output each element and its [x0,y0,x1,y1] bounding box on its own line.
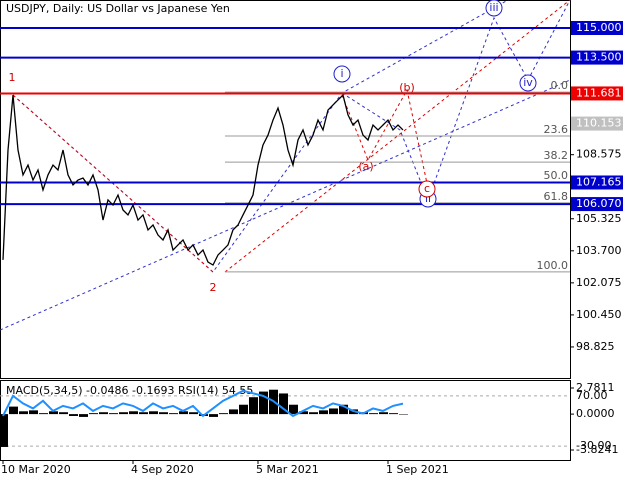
macd-bar [49,411,58,415]
fib-label: 23.6 [544,123,569,136]
macd-tick-label: -3.8241 [576,443,618,456]
channel-red [224,0,571,273]
level-label: 115.000 [576,21,622,34]
macd-bar [299,411,308,415]
macd-bar [119,412,128,415]
macd-bar [229,409,238,415]
rsi-tick-label: -30.00 [576,439,611,452]
wave-label: (b) [399,81,415,94]
macd-bar [29,410,38,415]
macd-bar [339,404,348,415]
wave-label: ii [425,192,431,205]
wave-label: iii [489,1,498,14]
y-tick-label: 98.825 [576,340,615,353]
macd-bar [9,406,18,415]
level-box [571,50,623,65]
level-box [571,86,623,101]
current-price-label: 110.153 [576,117,622,130]
level-label: 107.165 [576,175,622,188]
macd-bar [69,414,78,416]
macd-tick-label: 2.7811 [576,381,615,394]
price-line [2,93,404,266]
macd-bar [259,391,268,415]
forecast-red [341,88,429,189]
fib-label: 100.0 [537,259,569,272]
x-tick-label: 5 Mar 2021 [256,463,319,476]
level-label: 106.070 [576,197,622,210]
current-price-box [571,116,623,131]
wave-label: (a) [358,160,373,173]
y-tick-label: 103.700 [576,244,622,257]
macd-bar [289,404,298,415]
macd-bar [379,412,388,415]
macd-bar [0,414,8,447]
indicator-label: MACD(5,34,5) -0.0486 -0.1693 RSI(14) 54.… [6,384,253,397]
macd-bar [79,414,88,417]
y-tick-label: 108.575 [576,148,622,161]
wave-label: 1 [9,71,16,84]
macd-bar [159,412,168,415]
macd-bar [179,411,188,415]
y-tick-label: 102.075 [576,276,622,289]
x-tick-label: 4 Sep 2020 [131,463,194,476]
wave-label: 2 [210,281,217,294]
macd-bar [19,411,28,415]
macd-bar [309,412,318,415]
level-label: 111.681 [576,86,622,99]
y-tick-label: 100.450 [576,308,622,321]
macd-bar [189,412,198,415]
price-panel [0,0,571,379]
wave-label: i [340,67,343,80]
macd-bar [319,410,328,415]
macd-bar [209,414,218,417]
fib-label: 50.0 [544,169,569,182]
macd-bar [139,412,148,415]
macd-bar [389,413,398,415]
level-box [571,197,623,212]
wave-circle [418,180,436,198]
macd-bar [249,397,258,415]
forecast-lines [0,0,571,331]
macd-bar [39,413,48,415]
level-label: 113.500 [576,51,622,64]
macd-bar [279,393,288,415]
y-tick-label: 105.325 [576,212,622,225]
macd-bar [329,408,338,415]
rsi-tick-label: 70.00 [576,389,608,402]
fib-label: 38.2 [544,149,569,162]
trend-red [12,94,214,273]
macd-bar [99,412,108,415]
wave-circle [333,65,351,83]
wave-circle [485,0,503,17]
wave-label: c [424,182,430,195]
macd-bar [219,413,228,415]
macd-bar [239,404,248,415]
x-tick-label: 1 Sep 2021 [386,463,449,476]
wave-circle [519,74,537,92]
fib-label: 0.0 [551,79,569,92]
wave-label: iv [523,76,533,89]
channel-line [0,79,571,331]
rsi-line [2,389,404,418]
fib-label: 61.8 [544,190,569,203]
level-box [571,21,623,35]
macd-bar [129,411,138,415]
level-box [571,175,623,190]
macd-bar [59,412,68,415]
macd-bar [169,413,178,415]
macd-bar [149,411,158,415]
macd-bar [369,413,378,415]
x-tick-label: 10 Mar 2020 [1,463,71,476]
macd-bar [89,413,98,415]
forecast-blue [341,0,571,202]
chart-title: USDJPY, Daily: US Dollar vs Japanese Yen [6,2,230,15]
macd-bar [109,413,118,415]
macd-tick-label: 0.0000 [576,407,615,420]
